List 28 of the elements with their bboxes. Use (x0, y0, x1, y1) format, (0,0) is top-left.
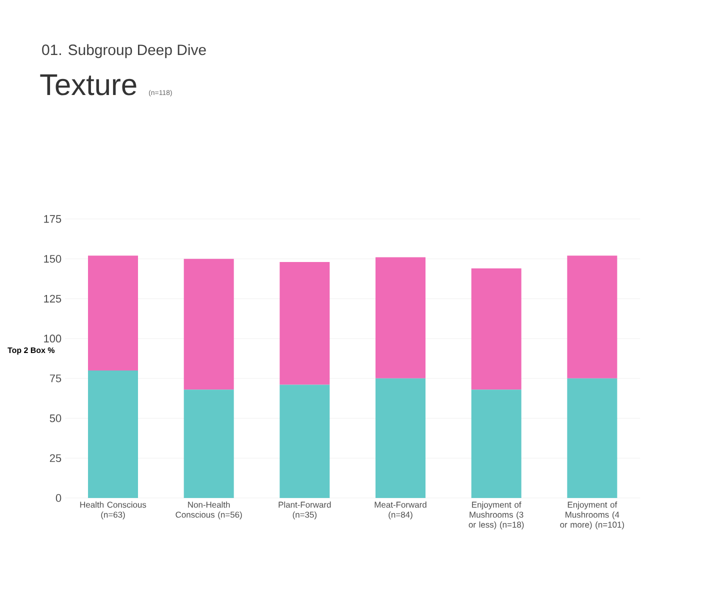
x-tick-label: Plant-Forward (n=35) (278, 502, 331, 520)
y-tick-label: 50 (50, 414, 62, 422)
bar (567, 256, 618, 378)
y-tick-label: 150 (44, 254, 62, 263)
x-tick-label: Meat-Forward (n=84) (374, 502, 426, 520)
bar (88, 370, 138, 498)
chart-subtitle: 01. Subgroup Deep Dive (42, 44, 206, 58)
y-tick-label: 100 (44, 334, 62, 342)
x-tick-label: Enjoyment of Mushrooms (4 or more) (n=101) (560, 502, 624, 530)
y-tick-label: 25 (50, 454, 62, 462)
bar (471, 390, 522, 498)
bar (376, 257, 426, 378)
bar (376, 378, 426, 498)
bar (280, 262, 330, 385)
bar (184, 390, 234, 498)
y-tick-label: 0 (56, 494, 62, 502)
bar (184, 258, 234, 390)
bar (567, 378, 618, 498)
x-tick-label: Non-Health Conscious (n=56) (176, 502, 242, 520)
y-tick-label: 75 (50, 374, 62, 382)
bar (88, 256, 138, 370)
x-tick-label: Health Conscious (n=63) (80, 502, 146, 520)
y-tick-label: 125 (44, 294, 62, 303)
y-tick-label: 175 (44, 215, 62, 223)
chart-title: Texture (40, 74, 136, 96)
x-tick-label: Enjoyment of Mushrooms (3 or less) (n=18) (468, 502, 524, 530)
bar (471, 268, 522, 390)
bar (280, 384, 330, 498)
